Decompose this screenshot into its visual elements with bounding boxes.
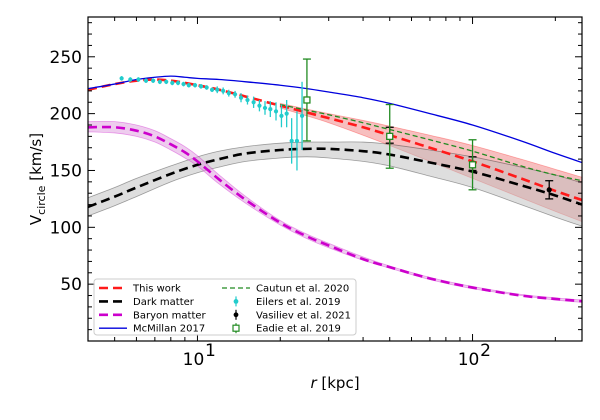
point-eilers-et-al-2019 <box>238 95 244 100</box>
y-tick-label: 200 <box>50 105 82 125</box>
point-eilers-et-al-2019 <box>299 113 305 119</box>
x-tick-exponent: 1 <box>205 341 216 361</box>
y-tick-label: 100 <box>50 218 82 238</box>
point-eilers-et-al-2019 <box>257 103 262 108</box>
legend: This work Dark matter Baryon matter McMilla… <box>93 278 357 336</box>
legend-frame <box>93 278 357 336</box>
axis-ticks <box>87 17 582 341</box>
point-eilers-et-al-2019 <box>164 79 169 84</box>
x-tick-exponent: 2 <box>480 341 491 361</box>
uncertainty-bands <box>88 102 582 303</box>
point-eilers-et-al-2019 <box>181 81 186 87</box>
point-eilers-et-al-2019 <box>157 79 162 84</box>
point-eilers-et-al-2019 <box>128 77 133 82</box>
point-eilers-et-al-2019 <box>186 83 191 88</box>
point-eilers-et-al-2019 <box>215 87 220 92</box>
point-eilers-et-al-2019 <box>226 91 231 96</box>
y-tick-label: 250 <box>50 48 82 68</box>
legend-label-baryon-matter: Baryon matter <box>133 310 207 321</box>
point-eilers-et-al-2019 <box>204 85 209 90</box>
y-tick-label: 150 <box>50 161 82 181</box>
line-dark-matter <box>88 147 582 209</box>
point-eadie-et-al-2019 <box>468 161 477 169</box>
point-eilers-et-al-2019 <box>175 80 181 86</box>
legend-marker-eilers-et-al-2019 <box>233 299 239 304</box>
point-eilers-et-al-2019 <box>262 105 268 111</box>
line-baryon-matter <box>88 125 582 303</box>
legend-label-vasiliev-et-al-2021: Vasiliev et al. 2021 <box>256 310 351 321</box>
plot-frame <box>87 16 583 342</box>
observation-points <box>119 58 554 200</box>
point-eilers-et-al-2019 <box>273 109 279 114</box>
y-axis-label: Vcircle [km/s] <box>27 133 48 225</box>
point-eadie-et-al-2019 <box>303 96 311 104</box>
legend-label-eilers-et-al-2019: Eilers et al. 2019 <box>256 297 341 308</box>
x-tick-label: 10 <box>183 350 205 370</box>
legend-label-this-work: This work <box>132 284 181 295</box>
band-dark-matter <box>88 141 582 227</box>
model-curves <box>88 75 582 303</box>
point-eilers-et-al-2019 <box>170 80 175 86</box>
point-eilers-et-al-2019 <box>232 92 238 97</box>
legend-label-eadie-et-al-2019: Eadie et al. 2019 <box>256 324 341 335</box>
point-eilers-et-al-2019 <box>119 76 124 81</box>
point-eilers-et-al-2019 <box>294 138 300 144</box>
line-mcmillan-2017 <box>88 75 582 164</box>
line-cautun-et-al-2020 <box>280 103 582 182</box>
point-eilers-et-al-2019 <box>268 106 273 112</box>
x-tick-label: 10 <box>458 350 480 370</box>
legend-marker-vasiliev-et-al-2021 <box>233 312 239 318</box>
point-eilers-et-al-2019 <box>151 78 156 83</box>
point-eilers-et-al-2019 <box>136 77 141 82</box>
point-eilers-et-al-2019 <box>221 88 226 93</box>
point-vasiliev-et-al-2021 <box>546 187 552 193</box>
point-eilers-et-al-2019 <box>143 78 149 83</box>
legend-marker-eadie-et-al-2019 <box>232 324 240 332</box>
point-eilers-et-al-2019 <box>279 113 284 119</box>
legend-label-mcmillan-2017: McMillan 2017 <box>133 324 205 335</box>
y-tick-label: 50 <box>60 275 82 295</box>
legend-label-dark-matter: Dark matter <box>133 297 195 308</box>
point-eilers-et-al-2019 <box>245 97 250 103</box>
point-eilers-et-al-2019 <box>209 87 215 92</box>
point-eilers-et-al-2019 <box>192 83 198 88</box>
x-axis-label: r [kpc] <box>310 374 359 392</box>
point-eadie-et-al-2019 <box>386 132 394 141</box>
legend-label-cautun-et-al-2020: Cautun et al. 2020 <box>256 284 349 295</box>
point-eilers-et-al-2019 <box>251 100 256 105</box>
point-eilers-et-al-2019 <box>289 138 294 144</box>
point-eilers-et-al-2019 <box>284 111 289 116</box>
point-eilers-et-al-2019 <box>198 84 204 89</box>
